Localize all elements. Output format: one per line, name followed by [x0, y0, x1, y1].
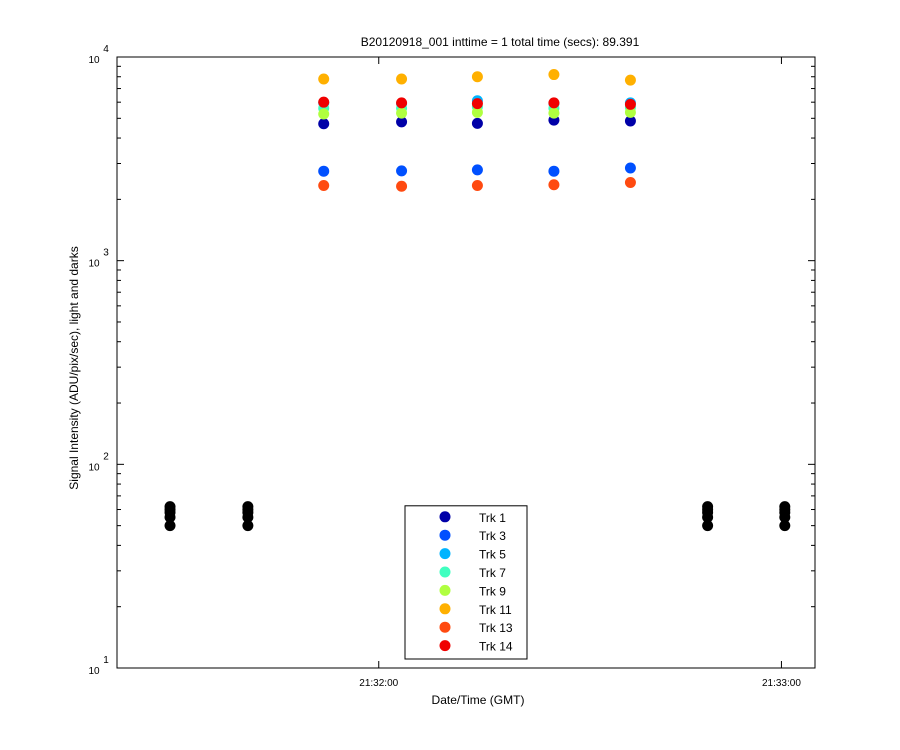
point: [624, 162, 636, 174]
point: [164, 520, 176, 532]
chart-title: B20120918_001 inttime = 1 total time (se…: [361, 35, 640, 49]
legend-label: Trk 9: [479, 584, 506, 598]
point: [396, 107, 408, 119]
legend-marker: [439, 566, 451, 578]
point: [318, 73, 330, 85]
point: [779, 501, 791, 513]
x-tick-label: 21:33:00: [762, 678, 801, 689]
point: [471, 71, 483, 83]
legend-label: Trk 13: [479, 621, 513, 635]
legend-marker: [439, 603, 451, 615]
legend-label: Trk 1: [479, 511, 506, 525]
point: [318, 118, 330, 130]
legend-label: Trk 14: [479, 640, 513, 654]
point: [779, 520, 791, 532]
point: [471, 179, 483, 191]
point: [471, 117, 483, 129]
y-tick-label: 10: [88, 666, 100, 677]
point: [396, 97, 408, 109]
point: [702, 501, 714, 513]
legend: Trk 1 Trk 3 Trk 5 Trk 7 Trk 9 Trk 11 Trk 13 Trk…: [404, 505, 528, 660]
point: [548, 107, 560, 119]
point: [471, 98, 483, 110]
point: [624, 106, 636, 118]
legend-marker: [439, 511, 451, 523]
legend-marker: [439, 548, 451, 560]
point: [548, 179, 560, 191]
point: [702, 520, 714, 532]
legend-label: Trk 11: [479, 603, 512, 617]
y-tick-label: 10: [88, 259, 100, 270]
legend-marker: [439, 640, 451, 652]
point: [471, 106, 483, 118]
legend-label: Trk 3: [479, 529, 506, 543]
point: [624, 176, 636, 188]
point: [624, 74, 636, 86]
legend-marker: [439, 529, 451, 541]
point: [396, 165, 408, 177]
point: [396, 180, 408, 192]
y-axis-label: Signal Intensity (ADU/pix/sec), light an…: [67, 246, 81, 489]
y-tick-exponent: 2: [103, 451, 109, 462]
point: [242, 520, 254, 532]
legend-box: [404, 505, 528, 660]
y-tick-label: 10: [88, 462, 100, 473]
y-tick-exponent: 3: [103, 248, 109, 259]
point: [396, 116, 408, 128]
point: [318, 108, 330, 120]
point: [396, 73, 408, 85]
point: [624, 98, 636, 110]
x-axis-label: Date/Time (GMT): [432, 693, 525, 707]
y-tick-exponent: 1: [103, 655, 109, 666]
legend-marker: [439, 621, 451, 633]
point: [548, 97, 560, 109]
point: [318, 179, 330, 191]
point: [471, 164, 483, 176]
y-tick-exponent: 4: [103, 44, 109, 55]
point: [318, 96, 330, 108]
y-tick-label: 10: [88, 55, 100, 66]
legend-label: Trk 7: [479, 566, 506, 580]
point: [242, 501, 254, 513]
legend-label: Trk 5: [479, 548, 506, 562]
x-tick-label: 21:32:00: [359, 678, 398, 689]
legend-marker: [439, 584, 451, 596]
point: [164, 501, 176, 513]
point: [548, 69, 560, 81]
point: [318, 165, 330, 177]
point: [624, 115, 636, 127]
point: [548, 165, 560, 177]
